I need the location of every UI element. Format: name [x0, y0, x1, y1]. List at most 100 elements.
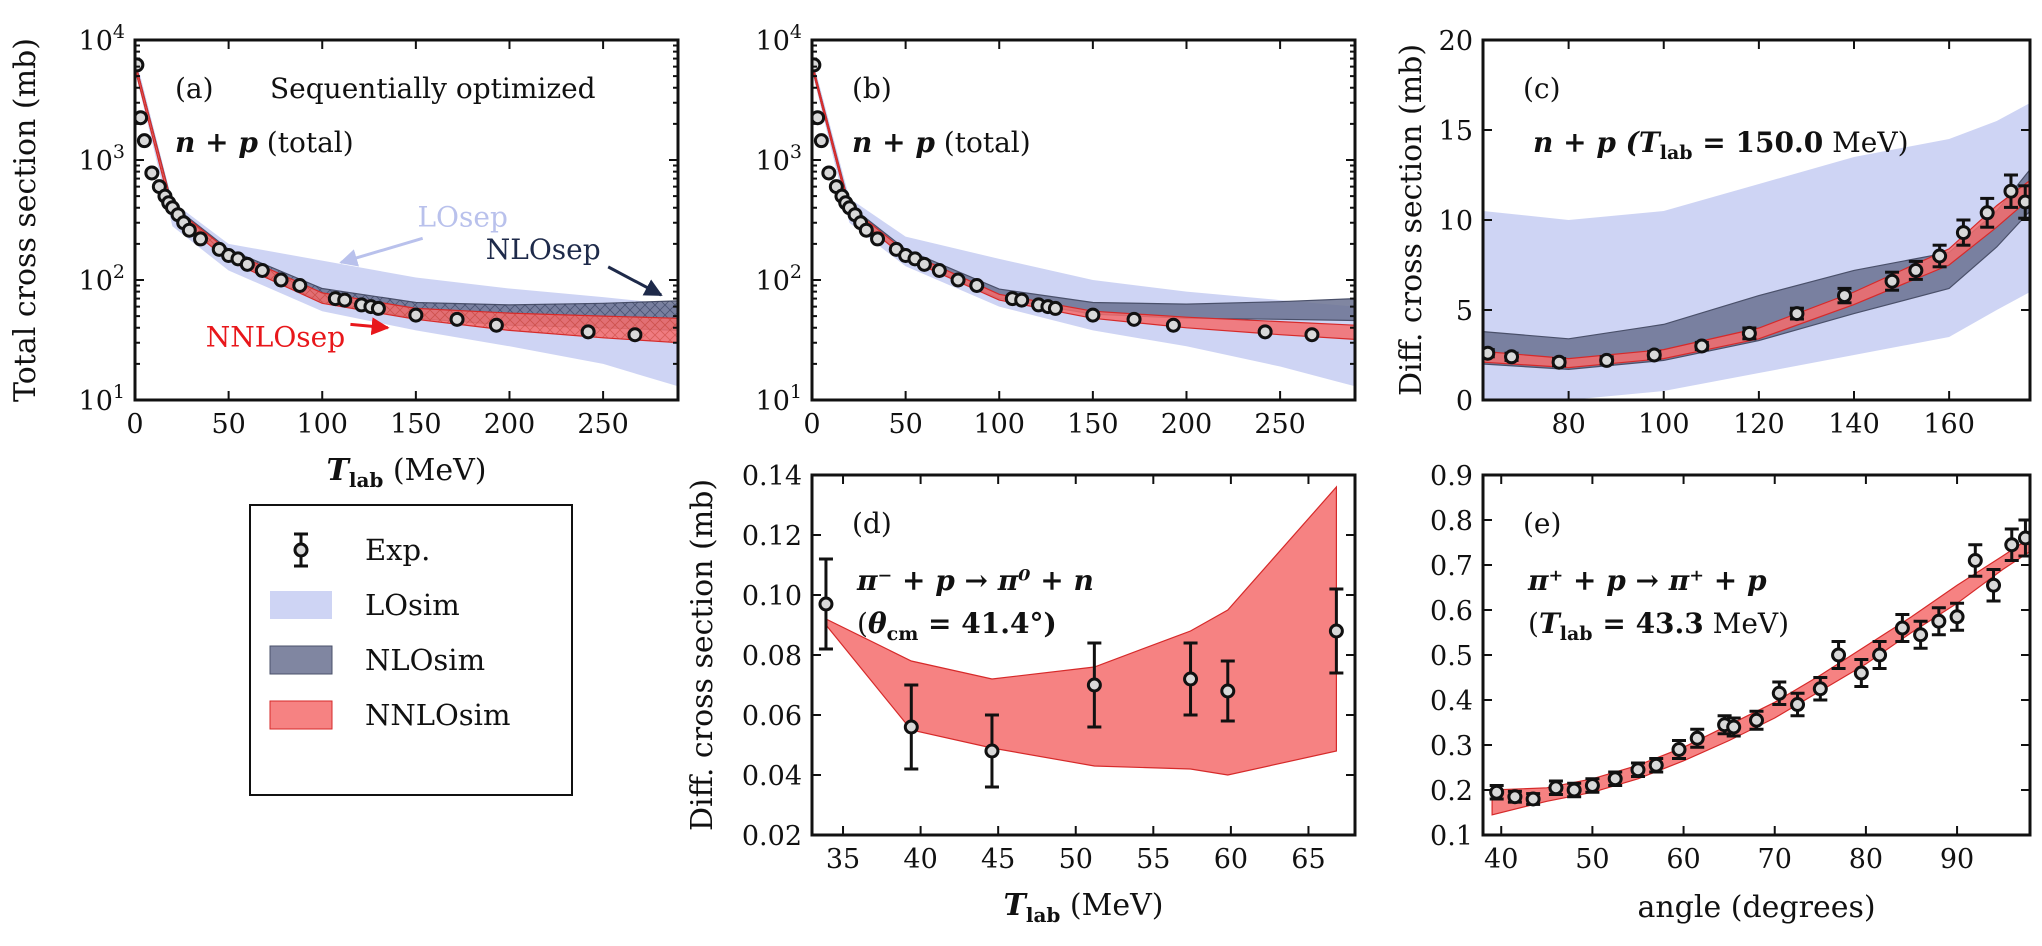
panel-label: (d) [852, 507, 892, 540]
data-point [1548, 780, 1564, 796]
tick-label: 0.02 [742, 821, 802, 852]
data-point [1836, 288, 1852, 304]
data-point [1566, 782, 1582, 798]
x-tick-label: 100 [1638, 409, 1690, 440]
x-tick-label: 35 [826, 844, 860, 875]
tick-label: 10 [1439, 206, 1473, 237]
tick-label: 0.08 [742, 641, 802, 672]
x-tick-label: 60 [1214, 844, 1248, 875]
y-axis-label: Diff. cross section (mb) [1394, 44, 1429, 396]
x-tick-label: 200 [484, 409, 536, 440]
plot-area-d [818, 485, 1344, 789]
data-point [1689, 730, 1705, 746]
data-point [449, 311, 465, 327]
panel-a: 0 50 100 150 200 250 101 102 103 104 (a) Total cros… [8, 21, 680, 492]
x-tick-label: 45 [981, 844, 1015, 875]
legend: Exp. LOsim NLOsim NNLOsim [249, 504, 573, 796]
x-axis-label: Tlab (MeV) [1004, 888, 1164, 927]
x-axis-label: angle (degrees) [1637, 890, 1875, 925]
data-point [903, 719, 919, 735]
data-point [916, 256, 932, 272]
x-tick-label: 70 [1758, 844, 1792, 875]
x-tick-label: 40 [1484, 844, 1518, 875]
data-point [1872, 647, 1888, 663]
reaction-label: n + p (total) [852, 126, 1031, 159]
data-point [1831, 647, 1847, 663]
data-point [1979, 205, 1995, 221]
x-tick-label: 90 [1940, 844, 1974, 875]
data-point [2017, 194, 2030, 210]
legend-swatch-NNLO [269, 700, 333, 730]
tick-label: 104 [756, 21, 802, 57]
x-tick-label: 80 [1551, 409, 1585, 440]
legend-label: NLOsim [365, 643, 485, 677]
data-point [858, 222, 874, 238]
data-point [1986, 577, 2002, 593]
data-point [1741, 325, 1757, 341]
reaction-label: n + p (Tlab = 150.0 MeV) [1533, 126, 1909, 164]
x-tick-label: 0 [126, 409, 143, 440]
data-point [1853, 665, 1869, 681]
band-label-NNLOsep: NNLOsep [206, 320, 345, 353]
data-point [580, 324, 596, 340]
data-point [1894, 620, 1910, 636]
data-point [1220, 683, 1236, 699]
data-point [1183, 671, 1199, 687]
data-point [812, 57, 822, 73]
axes-frame [133, 38, 680, 402]
tick-label: 20 [1439, 26, 1473, 57]
data-point [1584, 778, 1600, 793]
tick-label: 0.9 [1430, 461, 1473, 492]
data-point [1525, 791, 1541, 807]
band-label-arrow [350, 317, 390, 336]
data-point [144, 165, 160, 181]
data-point [1694, 338, 1710, 354]
data-point [1489, 784, 1505, 800]
x-tick-label: 100 [296, 409, 348, 440]
data-point [969, 277, 985, 293]
data-point [1646, 347, 1662, 363]
data-point [181, 222, 197, 238]
data-point [135, 57, 145, 73]
data-point [1014, 292, 1030, 308]
tick-label: 0.6 [1430, 596, 1473, 627]
tick-label: 0.2 [1430, 776, 1473, 807]
y-axis-label: Diff. cross section (mb) [685, 479, 720, 831]
x-tick-label: 250 [1254, 409, 1306, 440]
data-point [1328, 623, 1344, 639]
data-point [1913, 627, 1929, 643]
reaction-label: n + p (total) [175, 126, 354, 159]
data-point [1931, 613, 1947, 629]
tick-label: 0.10 [742, 581, 802, 612]
data-point [193, 231, 209, 247]
tick-label: 0.7 [1430, 551, 1473, 582]
data-point [254, 262, 270, 278]
data-point [1967, 553, 1983, 568]
tick-label: 102 [79, 261, 125, 297]
data-point [488, 317, 504, 333]
x-tick-label: 150 [390, 409, 442, 440]
x-axis-label: Tlab (MeV) [327, 453, 487, 492]
data-point [1483, 345, 1496, 361]
data-point [136, 133, 152, 149]
band-NNLOsim [825, 485, 1337, 776]
x-tick-label: 50 [1059, 844, 1093, 875]
x-tick-label: 120 [1733, 409, 1785, 440]
plot-area-b [812, 57, 1355, 387]
data-point [1949, 609, 1965, 625]
band-label-arrow [339, 236, 424, 267]
data-point [292, 277, 308, 293]
x-tick-label: 50 [888, 409, 922, 440]
data-point [2004, 537, 2020, 553]
data-point [1257, 324, 1273, 340]
data-point [273, 272, 289, 288]
data-point [821, 165, 837, 181]
data-point [1932, 248, 1948, 264]
x-tick-label: 50 [211, 409, 245, 440]
x-tick-label: 0 [803, 409, 820, 440]
axes-frame [1481, 473, 2032, 837]
data-point [408, 307, 424, 323]
data-point [812, 110, 826, 126]
data-point [2017, 530, 2030, 546]
x-tick-label: 65 [1291, 844, 1325, 875]
